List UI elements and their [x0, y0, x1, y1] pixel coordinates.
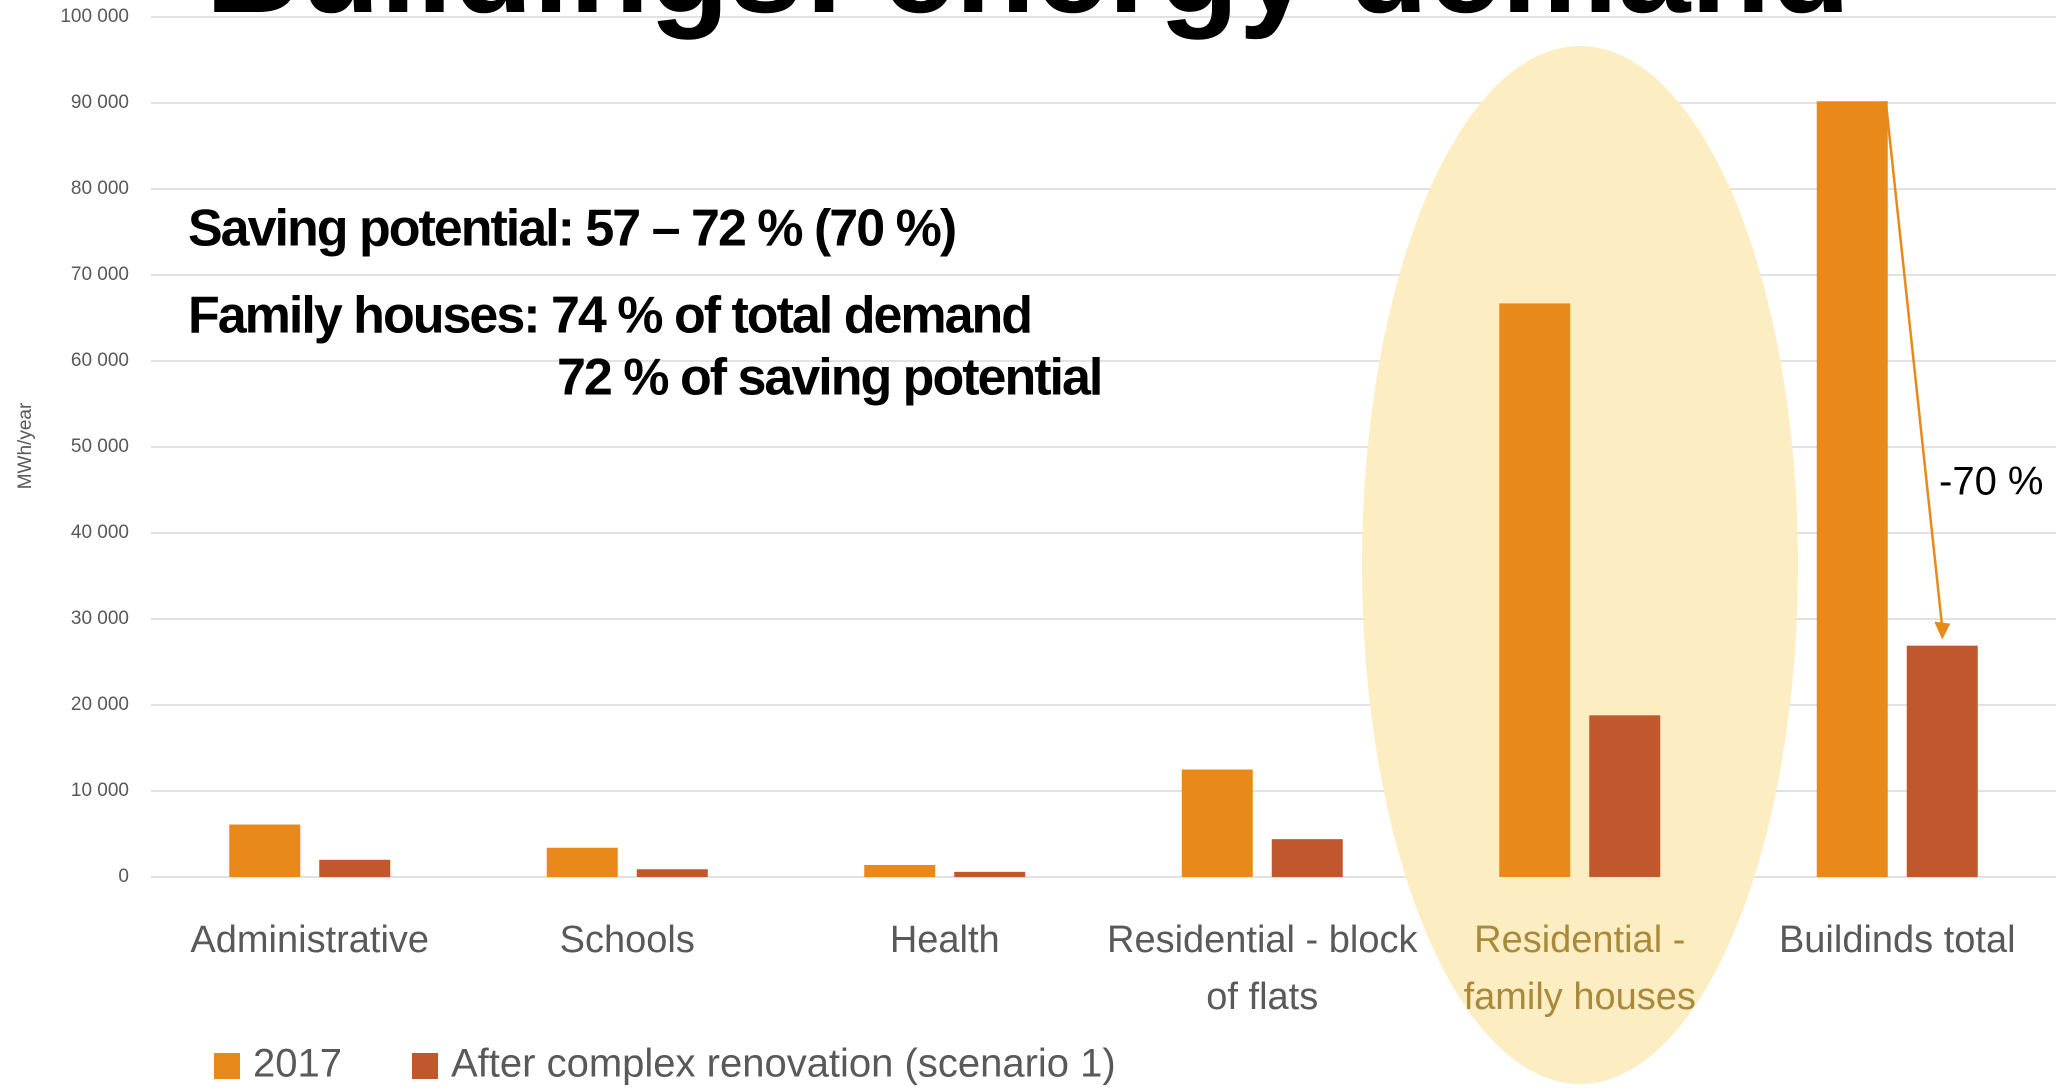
bar: [1589, 715, 1661, 877]
x-tick-label-box: Schools: [559, 919, 695, 961]
y-tick-label: 20 000: [71, 694, 129, 715]
y-tick-label: 10 000: [71, 780, 129, 801]
annotation: Saving potential: 57 – 72 % (70 %): [188, 200, 955, 258]
highlight-ellipse: [1362, 46, 1798, 1084]
x-tick-label-box: Administrative: [190, 919, 430, 961]
bar: [319, 859, 391, 877]
arrow-line: [1884, 101, 1944, 628]
y-tick-label: 60 000: [71, 350, 129, 371]
arrow-head: [1934, 621, 1951, 640]
annotation: 72 % of saving potential: [557, 349, 1101, 407]
y-tick-label: 70 000: [71, 264, 129, 285]
y-tick-label: 0: [118, 866, 129, 887]
bar: [1816, 101, 1888, 877]
chart-title: Buildings: energy demand: [206, 0, 1851, 40]
x-tick-label-box: Buildinds total: [1778, 919, 2016, 961]
x-tick-label: Schools: [559, 919, 695, 961]
bar: [1906, 645, 1978, 877]
x-tick-label-box: Residential - family houses: [1463, 919, 1696, 1018]
legend-swatch: [411, 1053, 438, 1079]
x-tick-label-box: Health: [889, 919, 1000, 961]
bar: [954, 871, 1026, 877]
x-tick-label: Residential - block of flats: [1107, 919, 1418, 1018]
y-tick-label: 100 000: [60, 6, 129, 27]
bar: [636, 869, 708, 877]
x-tick-label: Buildinds total: [1778, 919, 2016, 961]
bar: [1499, 303, 1571, 877]
legend-label: After complex renovation (scenario 1): [451, 1042, 1116, 1086]
bar: [546, 847, 618, 877]
annotation: -70 %: [1939, 460, 2044, 504]
x-tick-label: Administrative: [190, 919, 430, 961]
legend-label: 2017: [253, 1042, 342, 1086]
bar: [1271, 839, 1343, 877]
y-tick-label: 30 000: [71, 608, 129, 629]
bar: [864, 864, 936, 877]
y-tick-label: 50 000: [71, 436, 129, 457]
x-tick-label: Residential - family houses: [1463, 919, 1696, 1018]
annotation: Family houses: 74 % of total demand: [188, 287, 1031, 345]
y-axis-label: MWh/year: [15, 402, 36, 489]
x-tick-label-box: Residential - block of flats: [1107, 919, 1418, 1018]
bar: [229, 824, 301, 877]
y-tick-label: 80 000: [71, 178, 129, 199]
y-tick-label: 90 000: [71, 92, 129, 113]
x-tick-label: Health: [889, 919, 1000, 961]
y-tick-label: 40 000: [71, 522, 129, 543]
bar: [1181, 769, 1253, 877]
legend-swatch: [214, 1053, 240, 1079]
